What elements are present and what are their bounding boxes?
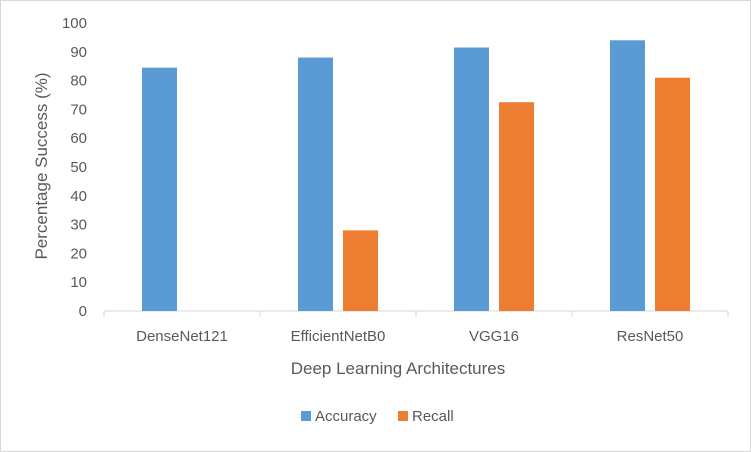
y-tick-label: 40 (70, 188, 87, 205)
y-tick-label: 60 (70, 130, 87, 147)
bar-accuracy-efficientnetb0 (298, 57, 333, 312)
y-tick-label: 20 (70, 245, 87, 262)
bar-accuracy-resnet50 (610, 40, 645, 311)
legend-swatch-recall (398, 411, 408, 421)
y-tick-label: 80 (70, 73, 87, 90)
y-tick-label: 10 (70, 274, 87, 291)
legend-swatch-accuracy (301, 411, 311, 421)
y-tick-label: 0 (79, 303, 87, 320)
x-tick-label: EfficientNetB0 (291, 328, 386, 345)
y-tick-label: 50 (70, 159, 87, 176)
legend-label-recall: Recall (412, 408, 454, 425)
x-tick-label: ResNet50 (617, 328, 684, 345)
bar-recall-efficientnetb0 (343, 230, 378, 311)
y-tick-label: 90 (70, 44, 87, 61)
legend-label-accuracy: Accuracy (315, 408, 377, 425)
bar-recall-vgg16 (499, 102, 534, 311)
bar-recall-resnet50 (655, 77, 690, 311)
y-tick-label: 30 (70, 217, 87, 234)
legend: Accuracy Recall (301, 408, 454, 425)
plot-area: 0 10 20 30 40 50 60 70 80 90 100 DenseNet121 Efficie… (62, 15, 729, 345)
bar-accuracy-densenet121 (142, 67, 177, 311)
y-axis-title: Percentage Success (%) (32, 72, 51, 259)
y-tick-label: 70 (70, 101, 87, 118)
bar-accuracy-vgg16 (454, 47, 489, 311)
y-tick-label: 100 (62, 15, 87, 32)
x-tick-label: VGG16 (469, 328, 519, 345)
x-axis-title: Deep Learning Architectures (291, 359, 506, 378)
x-tick-label: DenseNet121 (136, 328, 228, 345)
